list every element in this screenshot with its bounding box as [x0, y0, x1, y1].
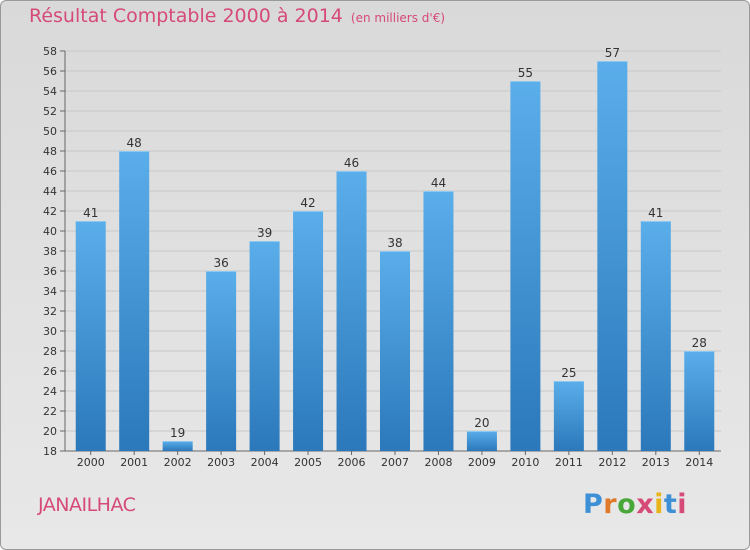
- title-text: Résultat Comptable 2000 à 2014: [29, 5, 343, 27]
- value-label-2007: 38: [387, 236, 402, 250]
- x-tick-label-2000: 2000: [77, 456, 105, 469]
- value-label-2014: 28: [692, 336, 707, 350]
- logo-letter: i: [677, 489, 688, 520]
- value-label-2009: 20: [474, 416, 489, 430]
- logo-letter: t: [663, 489, 678, 520]
- bar-2002: [162, 441, 193, 451]
- x-tick-label-2009: 2009: [468, 456, 496, 469]
- logo-letter: P: [583, 489, 604, 520]
- x-tick-label-2008: 2008: [424, 456, 452, 469]
- logo-letter: o: [617, 489, 637, 520]
- chart-title: Résultat Comptable 2000 à 2014 (en millie…: [29, 5, 445, 27]
- y-tick-label: 26: [43, 365, 57, 378]
- y-tick-label: 56: [43, 65, 57, 78]
- bar-2012: [597, 61, 628, 451]
- y-tick-label: 36: [43, 265, 57, 278]
- bars: [75, 61, 715, 451]
- x-tick-label-2002: 2002: [164, 456, 192, 469]
- bar-2014: [684, 351, 715, 451]
- bar-2008: [423, 191, 454, 451]
- chart-subtitle: (en milliers d'€): [350, 11, 446, 25]
- bar-2006: [336, 171, 367, 451]
- y-tick-label: 58: [43, 45, 57, 58]
- y-tick-label: 42: [43, 205, 57, 218]
- logo-letter: i: [654, 489, 664, 520]
- labels: 41 2000 48 2001 19 2002 36 2003 39 2004 42 2005 46 20…: [77, 46, 714, 469]
- logo-letter: x: [636, 489, 655, 520]
- value-label-2005: 42: [300, 196, 315, 210]
- value-label-2012: 57: [605, 46, 620, 60]
- commune-name: JANAILHAC: [38, 494, 136, 516]
- x-tick-label-2004: 2004: [251, 456, 279, 469]
- value-label-2010: 55: [518, 66, 533, 80]
- x-tick-label-2007: 2007: [381, 456, 409, 469]
- logo-letter: r: [603, 489, 618, 520]
- x-tick-label-2012: 2012: [598, 456, 626, 469]
- value-label-2011: 25: [561, 366, 576, 380]
- y-tick-label: 32: [43, 305, 57, 318]
- y-tick-label: 44: [43, 185, 57, 198]
- y-tick-label: 54: [43, 85, 57, 98]
- bar-2000: [75, 221, 106, 451]
- bar-2001: [119, 151, 150, 451]
- bar-2010: [510, 81, 541, 451]
- value-label-2000: 41: [83, 206, 98, 220]
- y-tick-label: 46: [43, 165, 57, 178]
- bar-2011: [553, 381, 584, 451]
- proxiti-logo: Proxiti: [583, 489, 687, 520]
- y-tick-label: 18: [43, 445, 57, 458]
- x-tick-label-2006: 2006: [338, 456, 366, 469]
- x-tick-label-2005: 2005: [294, 456, 322, 469]
- value-label-2001: 48: [127, 136, 142, 150]
- bar-2004: [249, 241, 280, 451]
- y-tick-label: 38: [43, 245, 57, 258]
- y-tick-label: 24: [43, 385, 57, 398]
- value-label-2003: 36: [213, 256, 228, 270]
- bar-2013: [640, 221, 671, 451]
- x-tick-label-2011: 2011: [555, 456, 583, 469]
- value-label-2004: 39: [257, 226, 272, 240]
- value-label-2013: 41: [648, 206, 663, 220]
- y-tick-label: 34: [43, 285, 57, 298]
- value-label-2008: 44: [431, 176, 446, 190]
- x-tick-label-2001: 2001: [120, 456, 148, 469]
- y-tick-label: 40: [43, 225, 57, 238]
- y-tick-label: 22: [43, 405, 57, 418]
- x-tick-label-2014: 2014: [685, 456, 713, 469]
- value-label-2002: 19: [170, 426, 185, 440]
- bar-2007: [380, 251, 410, 451]
- x-tick-label-2013: 2013: [642, 456, 670, 469]
- x-tick-label-2010: 2010: [511, 456, 539, 469]
- x-tick-label-2003: 2003: [207, 456, 235, 469]
- value-label-2006: 46: [344, 156, 359, 170]
- bar-2003: [206, 271, 237, 451]
- y-tick-label: 20: [43, 425, 57, 438]
- y-tick-label: 48: [43, 145, 57, 158]
- y-tick-label: 28: [43, 345, 57, 358]
- y-tick-label: 52: [43, 105, 57, 118]
- bar-2005: [293, 211, 324, 451]
- y-tick-label: 50: [43, 125, 57, 138]
- y-tick-label: 30: [43, 325, 57, 338]
- bar-2009: [466, 431, 497, 451]
